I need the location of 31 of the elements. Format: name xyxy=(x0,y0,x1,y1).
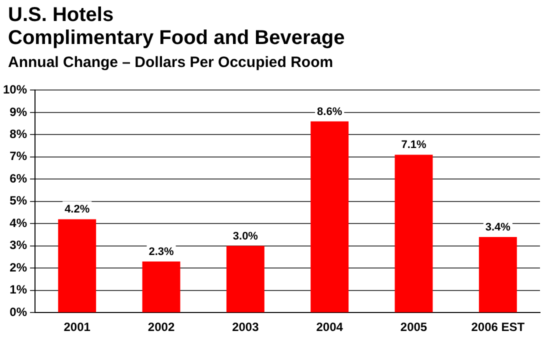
data-label: 4.2% xyxy=(64,204,90,216)
y-tick-label: 4% xyxy=(10,216,28,230)
y-tick-label: 7% xyxy=(10,149,28,164)
x-tick-label: 2003 xyxy=(232,320,260,334)
y-tick-label: 6% xyxy=(10,171,28,186)
data-label: 2.3% xyxy=(148,246,174,258)
x-tick-label: 2002 xyxy=(148,320,175,334)
data-label: 8.6% xyxy=(317,106,342,118)
x-tick-label: 2001 xyxy=(64,320,91,334)
y-tick-label: 1% xyxy=(10,282,28,297)
y-tick-label: 9% xyxy=(10,104,28,119)
x-tick-label: 2006 EST xyxy=(471,320,526,334)
y-tick-label: 2% xyxy=(10,260,28,274)
bar xyxy=(142,261,180,312)
bar xyxy=(394,154,433,312)
bar xyxy=(226,246,264,312)
x-tick-label: 2004 xyxy=(316,320,344,334)
y-tick-label: 5% xyxy=(10,194,28,208)
data-label: 7.1% xyxy=(401,139,427,152)
y-tick-label: 0% xyxy=(10,304,28,319)
bar xyxy=(478,236,517,312)
bar xyxy=(58,219,96,312)
data-label: 3.4% xyxy=(485,222,511,234)
chart-title: U.S. Hotels Complimentary Food and Beverage xyxy=(8,4,345,50)
data-label: 3.0% xyxy=(232,230,258,242)
x-tick-label: 2005 xyxy=(400,320,428,334)
bar xyxy=(310,121,349,312)
y-tick-label: 8% xyxy=(10,126,28,141)
y-tick-label: 10% xyxy=(2,82,28,97)
y-tick-label: 3% xyxy=(10,238,28,252)
chart-subtitle: Annual Change – Dollars Per Occupied Room xyxy=(8,54,334,71)
